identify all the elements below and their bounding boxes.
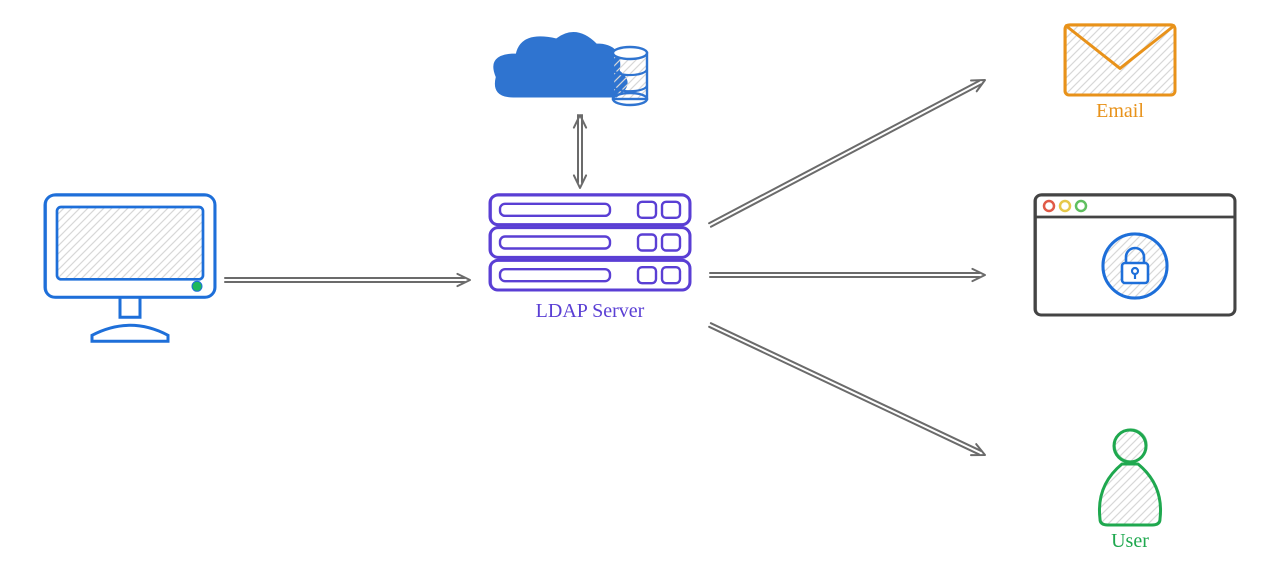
arrow-client-to-ldap [225, 274, 470, 286]
lock-icon [1102, 233, 1168, 299]
arrow-ldap-to-email [709, 80, 985, 227]
envelope-icon [1065, 24, 1175, 95]
browser-lock-icon [1035, 194, 1235, 316]
server-stack-icon [490, 194, 690, 291]
ldap-server-label: LDAP Server [490, 300, 690, 323]
arrow-ldap-to-user [709, 323, 985, 455]
email-label: Email [1065, 100, 1175, 123]
diagram-canvas [0, 0, 1280, 575]
user-label: User [1085, 530, 1175, 553]
cloud-db-icon [494, 33, 647, 105]
computer-icon [45, 194, 215, 341]
cloud-database-icon [613, 47, 647, 105]
person-icon [1099, 429, 1160, 525]
arrow-cloud-to-ldap [574, 115, 586, 188]
arrow-ldap-to-browser [710, 269, 985, 281]
